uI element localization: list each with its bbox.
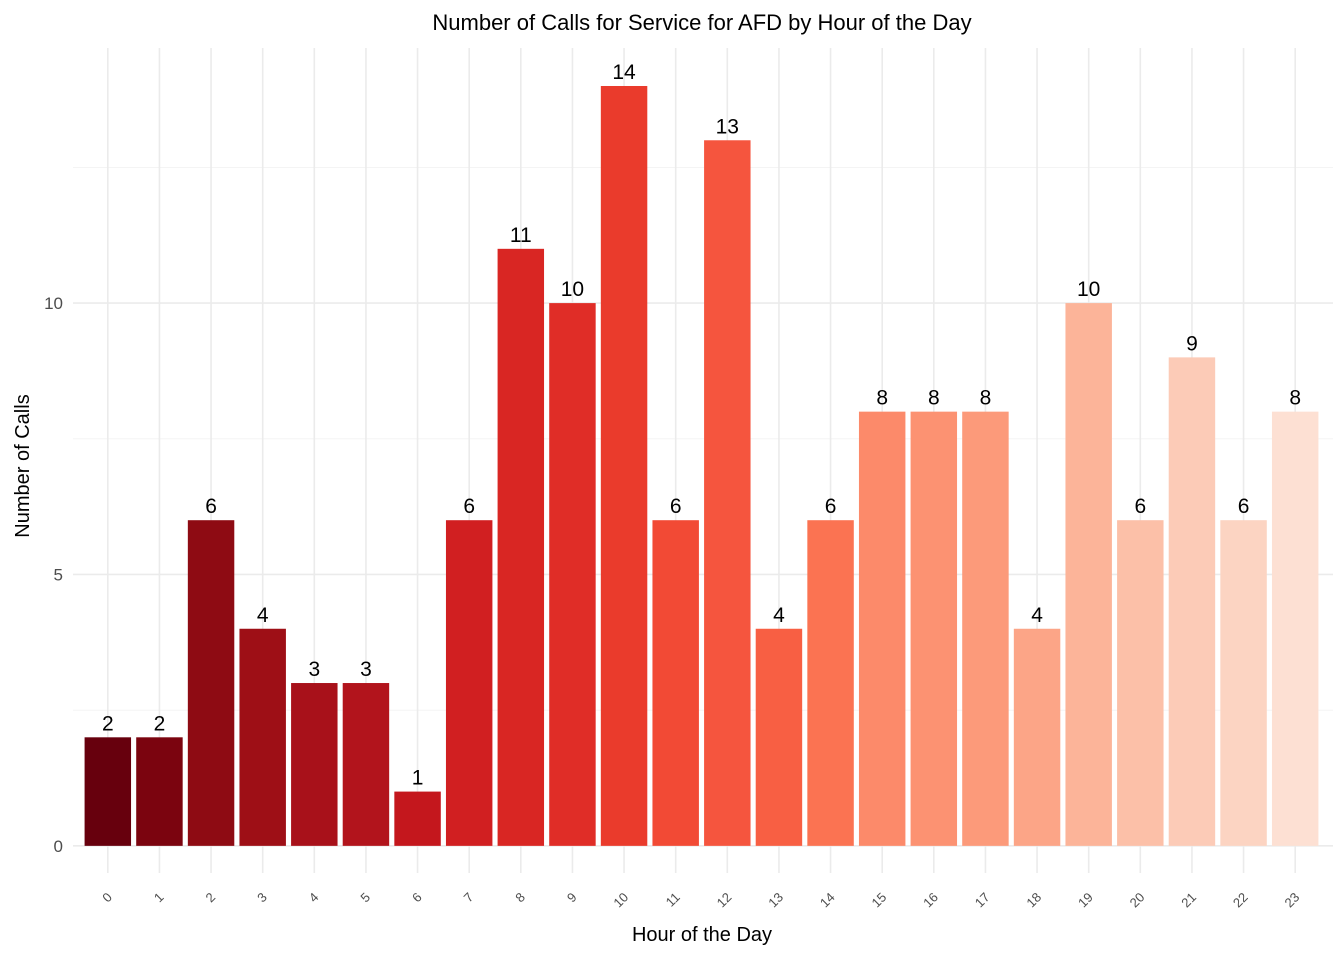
bar-value-label: 8 [980, 387, 992, 410]
x-tick-label: 8 [512, 890, 528, 906]
bar [910, 411, 958, 846]
x-tick-label: 2 [202, 890, 218, 906]
x-tick-label: 3 [254, 890, 270, 906]
bar-value-label: 4 [1031, 604, 1043, 627]
x-axis-ticks: 0 1 2 3 4 5 6 7 8 9 10 11 12 13 14 15 16 17 18 19 20 21 22 23 [99, 890, 1302, 911]
bar [600, 85, 648, 846]
x-tick-label: 14 [817, 890, 838, 911]
bar-value-label: 10 [561, 278, 584, 301]
bar [1271, 411, 1319, 846]
x-tick-label: 6 [409, 890, 425, 906]
x-tick-label: 15 [868, 890, 889, 911]
x-tick-label: 9 [564, 890, 580, 906]
x-tick-label: 7 [461, 890, 477, 906]
bar [807, 520, 854, 846]
y-tick-label: 0 [54, 837, 63, 856]
bar-value-label: 6 [205, 495, 217, 518]
bar-value-label: 2 [154, 712, 166, 735]
bar [1013, 628, 1061, 846]
bar-value-label: 13 [716, 115, 739, 138]
data-labels-layer: 2 2 6 4 3 3 1 6 11 10 14 6 13 4 6 8 8 8 4 10 6 9 6 8 [102, 61, 1301, 790]
bar [549, 303, 596, 846]
bar [445, 520, 493, 846]
x-tick-label: 19 [1075, 890, 1096, 911]
x-tick-label: 17 [972, 890, 993, 911]
bar [84, 737, 132, 846]
x-tick-label: 23 [1281, 890, 1302, 911]
bar-value-label: 6 [463, 495, 475, 518]
bar-value-label: 1 [412, 767, 424, 790]
x-tick-label: 22 [1230, 890, 1251, 911]
x-tick-label: 5 [357, 890, 373, 906]
x-tick-label: 16 [920, 890, 941, 911]
x-axis-title: Hour of the Day [632, 924, 772, 946]
x-tick-label: 1 [151, 890, 167, 906]
bar-value-label: 6 [670, 495, 682, 518]
bar [136, 737, 183, 846]
y-axis-ticks: 0 5 10 [44, 294, 63, 856]
bar-value-label: 6 [825, 495, 837, 518]
x-tick-label: 20 [1127, 890, 1148, 911]
bar [394, 791, 441, 846]
y-tick-label: 5 [54, 565, 63, 584]
x-tick-label: 13 [765, 890, 786, 911]
bar [858, 411, 906, 846]
x-tick-label: 18 [1023, 890, 1044, 911]
bar [652, 520, 699, 846]
bar [342, 683, 390, 846]
bar-value-label: 3 [308, 658, 320, 681]
bar-value-label: 6 [1134, 495, 1146, 518]
x-tick-label: 4 [306, 890, 322, 906]
y-axis-title: Number of Calls [12, 394, 34, 537]
bar [291, 683, 338, 846]
y-tick-label: 10 [44, 294, 63, 313]
x-tick-label: 12 [714, 890, 735, 911]
x-tick-label: 11 [663, 890, 683, 910]
bars-layer [84, 85, 1319, 846]
bar [239, 628, 286, 846]
x-tick-label: 21 [1178, 890, 1199, 911]
chart-title: Number of Calls for Service for AFD by H… [432, 10, 971, 35]
bar [1065, 303, 1112, 846]
bar [187, 520, 235, 846]
bar-value-label: 11 [510, 224, 532, 247]
bar-value-label: 8 [876, 387, 888, 410]
bar [1117, 520, 1164, 846]
bar [704, 140, 751, 846]
bar [497, 248, 545, 846]
bar [962, 411, 1009, 846]
bar [1220, 520, 1267, 846]
bar-value-label: 2 [102, 712, 114, 735]
bar-value-label: 10 [1077, 278, 1100, 301]
bar-value-label: 14 [612, 61, 636, 84]
x-tick-label: 0 [99, 890, 115, 906]
bar-value-label: 3 [360, 658, 372, 681]
bar [755, 628, 803, 846]
bar-value-label: 4 [257, 604, 269, 627]
bar-value-label: 4 [773, 604, 785, 627]
bar-value-label: 9 [1186, 332, 1198, 355]
bar-value-label: 8 [928, 387, 940, 410]
bar [1168, 357, 1216, 846]
x-tick-label: 10 [610, 890, 631, 911]
bar-value-label: 8 [1289, 387, 1301, 410]
bar-value-label: 6 [1238, 495, 1250, 518]
